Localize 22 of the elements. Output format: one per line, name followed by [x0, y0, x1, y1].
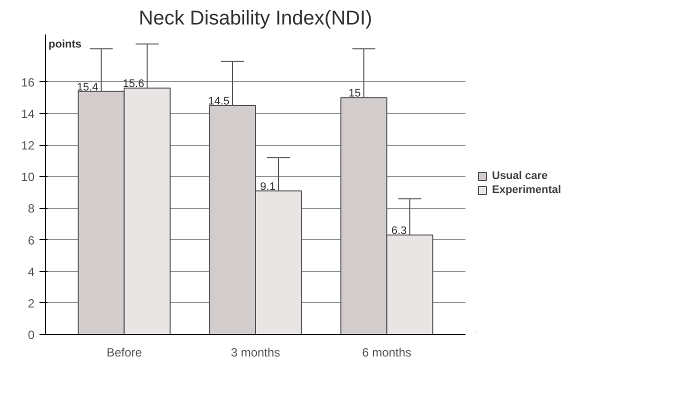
y-tick-label: 12	[21, 138, 35, 153]
y-tick-label: 8	[28, 202, 35, 216]
y-tick-label: 10	[21, 170, 35, 184]
data-label: 15.6	[122, 78, 144, 90]
legend-label: Experimental	[492, 184, 562, 196]
data-label: 15.4	[76, 81, 98, 94]
y-tick-label: 0	[28, 328, 35, 342]
data-label: 6.3	[391, 225, 407, 238]
data-label: 14.5	[208, 96, 230, 108]
y-tick-label: 6	[28, 233, 35, 248]
y-tick-label: 16	[21, 75, 35, 90]
x-tick-label: 3 months	[230, 346, 280, 360]
y-tick-label: 4	[28, 264, 35, 279]
x-tick-label: 6 months	[362, 346, 412, 360]
y-axis-title: points	[48, 38, 82, 50]
chart-title: Neck Disability Index(NDI)	[138, 8, 372, 30]
x-tick-label: Before	[106, 346, 142, 360]
legend-label: Usual care	[492, 170, 548, 182]
y-tick-label: 14	[21, 106, 35, 121]
data-label: 15	[348, 88, 361, 100]
y-tick-label: 2	[28, 296, 35, 310]
data-label: 9.1	[260, 180, 276, 193]
